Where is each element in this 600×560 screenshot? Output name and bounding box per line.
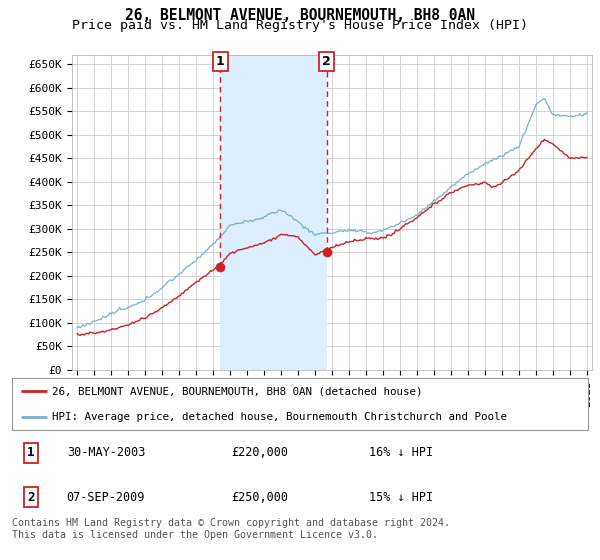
Bar (220, 55, 326, 370)
Text: 1: 1 (215, 55, 224, 68)
Text: HPI: Average price, detached house, Bournemouth Christchurch and Poole: HPI: Average price, detached house, Bour… (52, 412, 508, 422)
Text: 2: 2 (322, 55, 331, 68)
Text: Contains HM Land Registry data © Crown copyright and database right 2024.
This d: Contains HM Land Registry data © Crown c… (12, 518, 450, 540)
Text: 16% ↓ HPI: 16% ↓ HPI (369, 446, 433, 459)
Text: 1: 1 (27, 446, 35, 459)
Text: 07-SEP-2009: 07-SEP-2009 (67, 491, 145, 504)
Text: 15% ↓ HPI: 15% ↓ HPI (369, 491, 433, 504)
Text: 30-MAY-2003: 30-MAY-2003 (67, 446, 145, 459)
Text: 26, BELMONT AVENUE, BOURNEMOUTH, BH8 0AN (detached house): 26, BELMONT AVENUE, BOURNEMOUTH, BH8 0AN… (52, 386, 423, 396)
Text: 26, BELMONT AVENUE, BOURNEMOUTH, BH8 0AN: 26, BELMONT AVENUE, BOURNEMOUTH, BH8 0AN (125, 8, 475, 24)
Text: 2: 2 (27, 491, 35, 504)
Text: £220,000: £220,000 (231, 446, 288, 459)
Text: £250,000: £250,000 (231, 491, 288, 504)
Text: Price paid vs. HM Land Registry's House Price Index (HPI): Price paid vs. HM Land Registry's House … (72, 19, 528, 32)
